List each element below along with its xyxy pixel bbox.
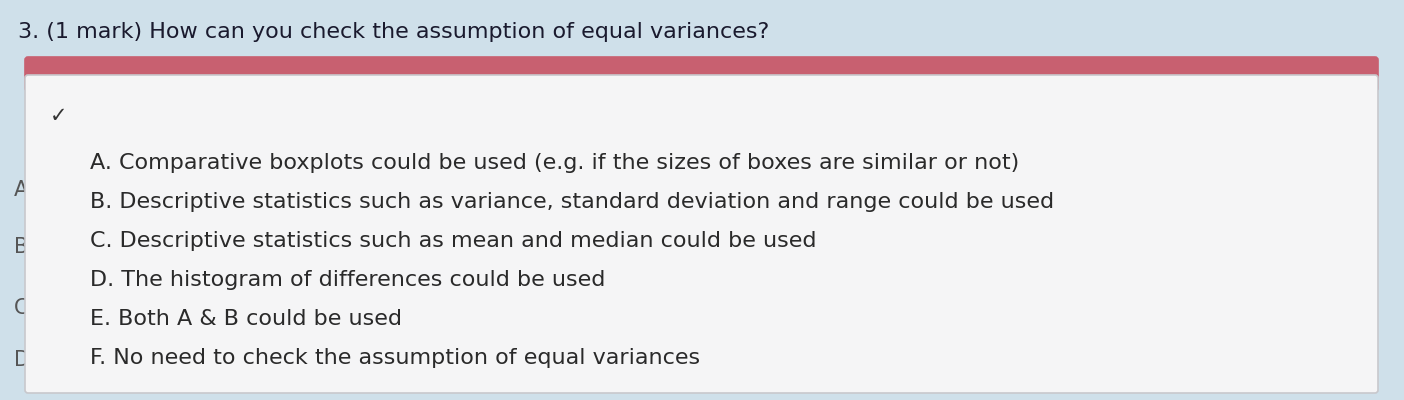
Text: C. Descriptive statistics such as mean and median could be used: C. Descriptive statistics such as mean a… (90, 231, 817, 251)
FancyBboxPatch shape (25, 57, 1377, 91)
Text: 3. (1 mark) How can you check the assumption of equal variances?: 3. (1 mark) How can you check the assump… (18, 22, 769, 42)
Text: B. Descriptive statistics such as variance, standard deviation and range could b: B. Descriptive statistics such as varian… (90, 192, 1054, 212)
Bar (28, 60, 1375, 78)
Text: A. Comparative boxplots could be used (e.g. if the sizes of boxes are similar or: A. Comparative boxplots could be used (e… (90, 152, 1019, 172)
Text: D. The histogram of differences could be used: D. The histogram of differences could be… (90, 270, 605, 290)
Text: A: A (14, 180, 28, 200)
Text: B: B (14, 237, 28, 257)
Text: ✓: ✓ (51, 106, 67, 126)
Text: D: D (14, 350, 29, 370)
FancyBboxPatch shape (25, 75, 1377, 393)
Text: C: C (14, 298, 28, 318)
Text: E. Both A & B could be used: E. Both A & B could be used (90, 309, 402, 329)
Text: F. No need to check the assumption of equal variances: F. No need to check the assumption of eq… (90, 348, 701, 368)
